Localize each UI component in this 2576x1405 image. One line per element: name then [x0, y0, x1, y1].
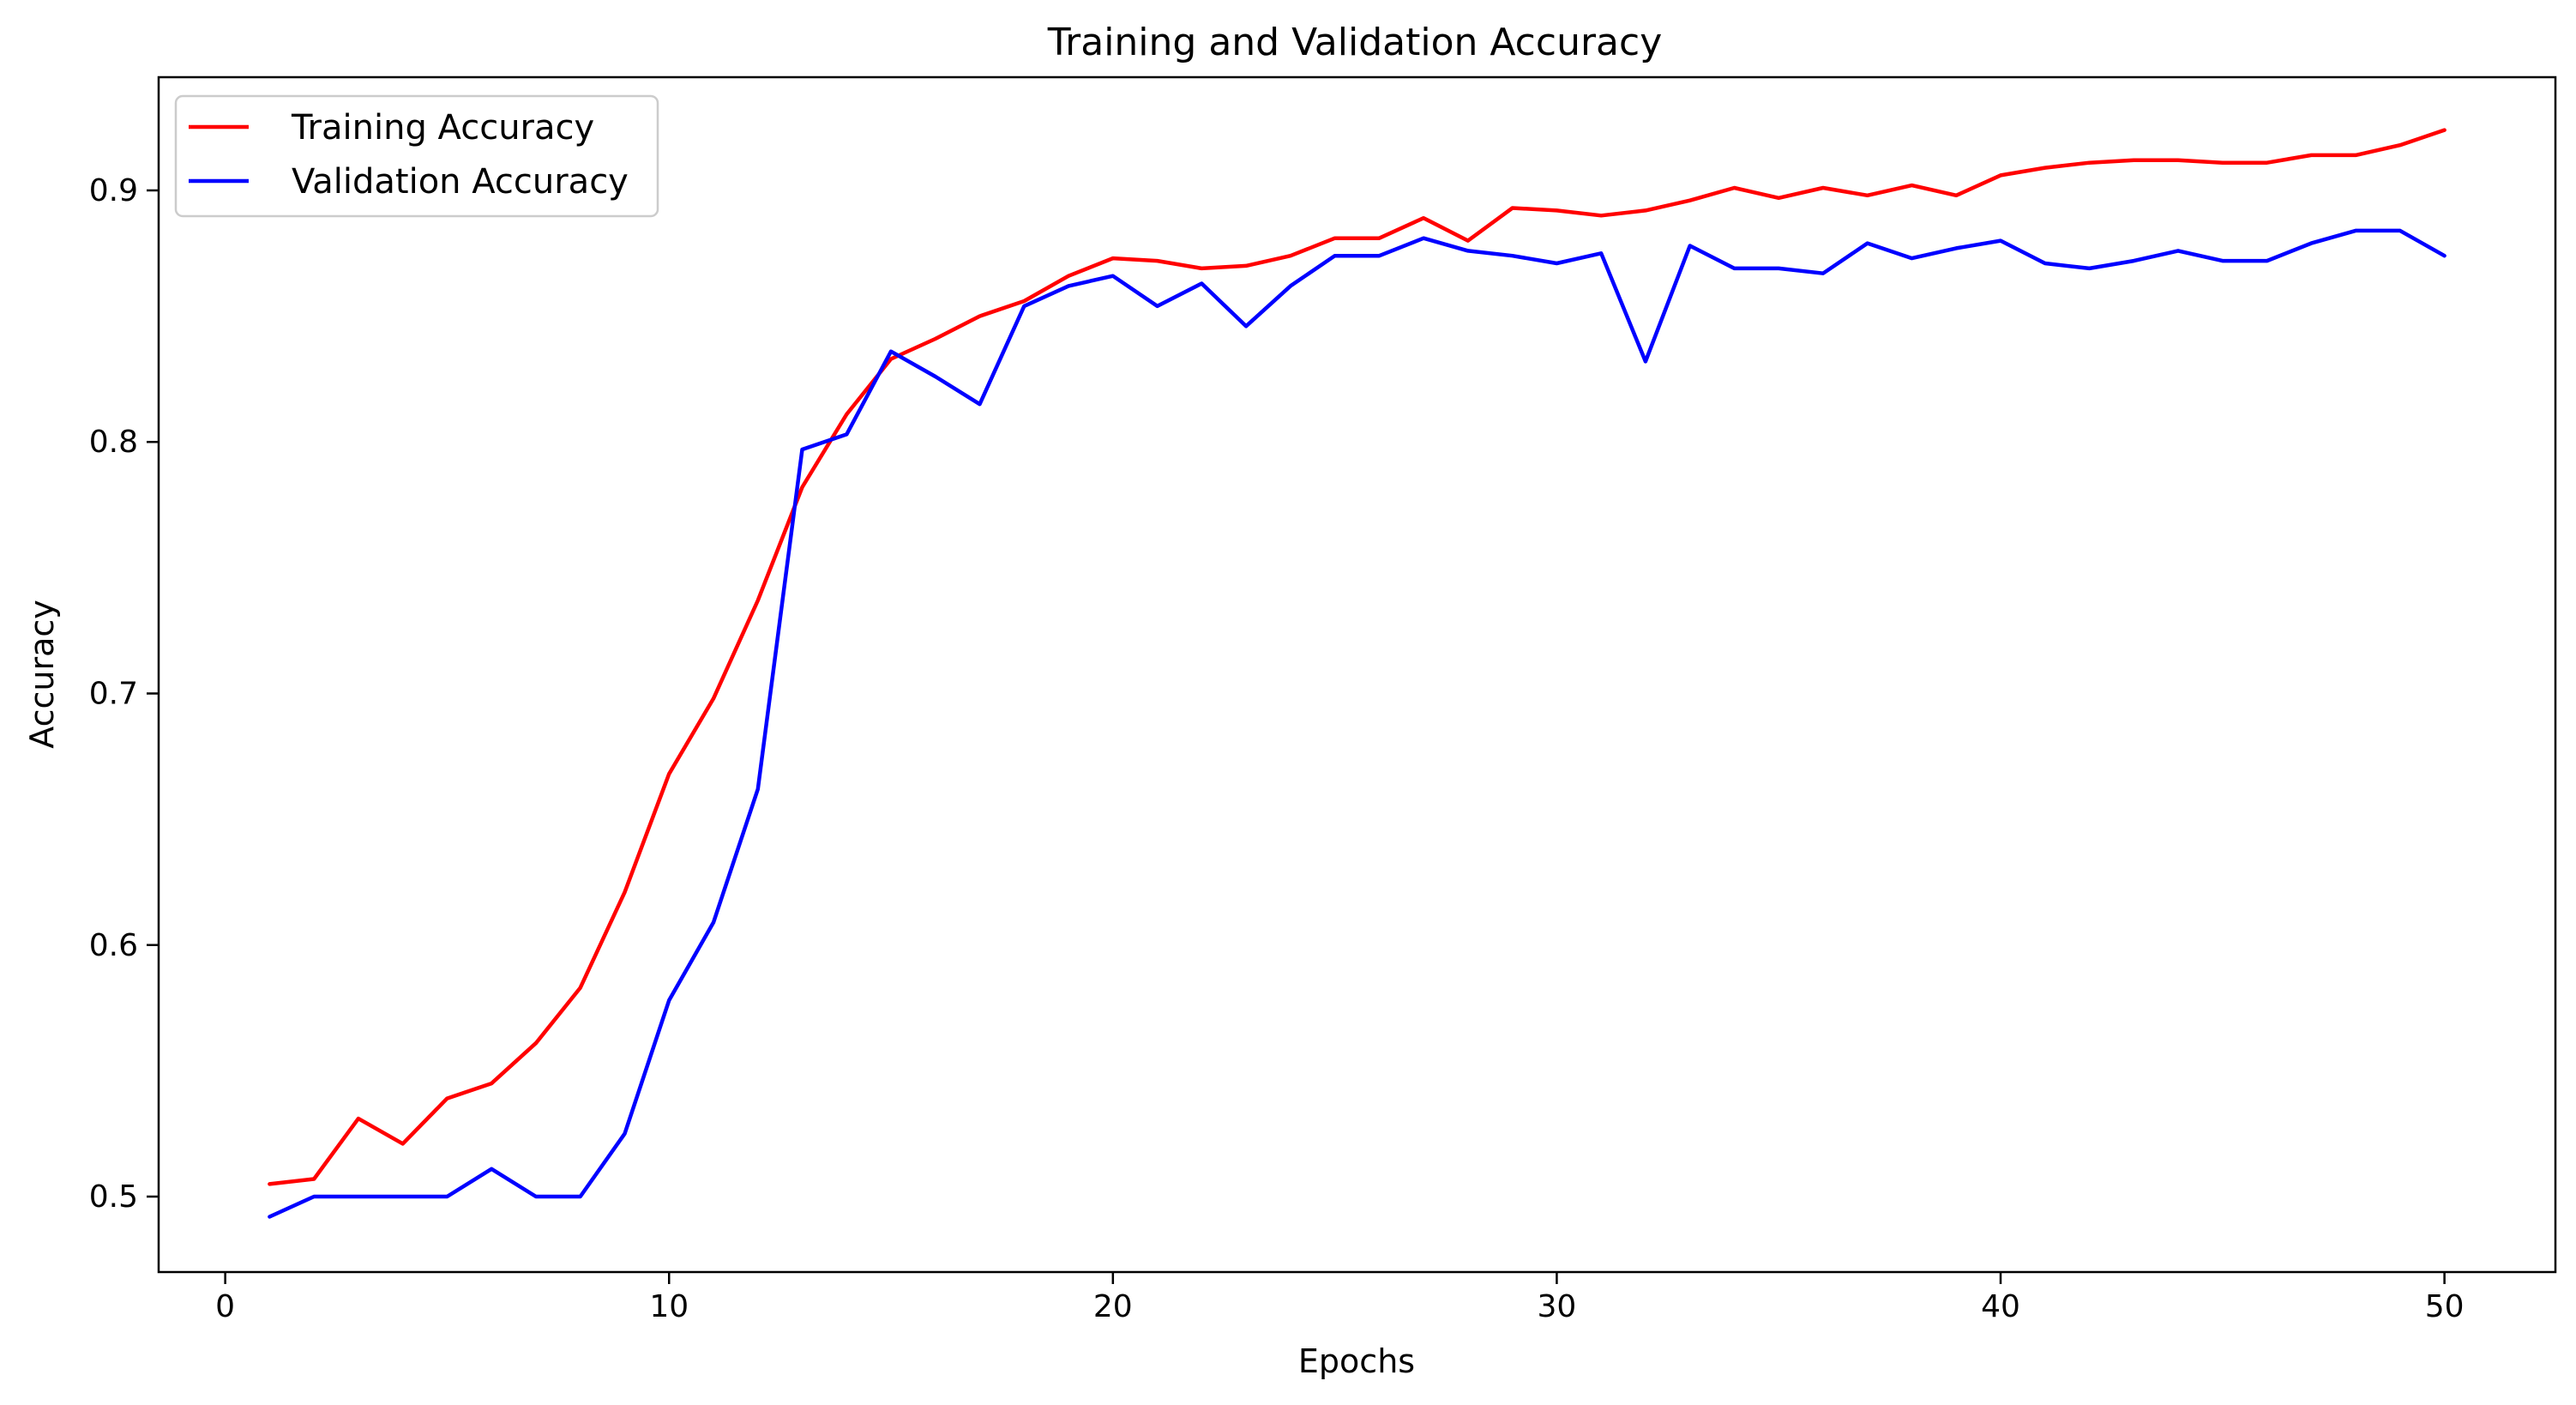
chart-title: Training and Validation Accuracy [1047, 21, 1663, 64]
x-tick-label: 30 [1538, 1289, 1577, 1324]
y-tick-label: 0.7 [89, 676, 138, 711]
plot-area [157, 75, 2557, 1274]
x-tick-label: 50 [2425, 1289, 2465, 1324]
y-tick-label: 0.5 [89, 1179, 138, 1215]
y-axis-label: Accuracy [23, 600, 61, 749]
y-tick-label: 0.8 [89, 425, 138, 460]
legend-label: Training Accuracy [291, 108, 594, 148]
plot-frame [157, 75, 2557, 1274]
x-axis-label: Epochs [1298, 1342, 1415, 1380]
y-tick-label: 0.6 [89, 928, 138, 963]
x-tick-label: 10 [649, 1289, 689, 1324]
legend-box [174, 94, 659, 218]
series-line-training-accuracy [268, 128, 2447, 1186]
series-layer [268, 128, 2447, 1219]
x-tick-label: 0 [215, 1289, 235, 1324]
y-axis: 0.5 0.6 0.7 0.8 0.9 [89, 173, 159, 1215]
legend: Training Accuracy Validation Accuracy [174, 94, 659, 218]
x-axis: 0 10 20 30 40 50 [215, 1272, 2465, 1324]
legend-label: Validation Accuracy [292, 162, 629, 202]
x-tick-label: 40 [1981, 1289, 2020, 1324]
series-line-validation-accuracy [268, 228, 2447, 1219]
x-tick-label: 20 [1093, 1289, 1133, 1324]
y-tick-label: 0.9 [89, 173, 138, 208]
